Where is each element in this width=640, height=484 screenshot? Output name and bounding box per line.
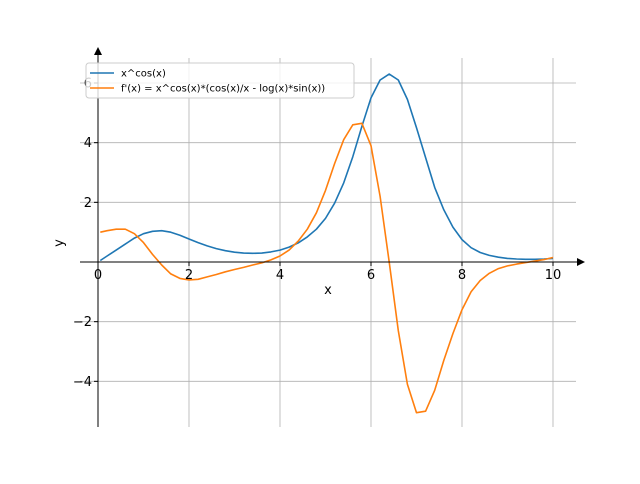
x-tick-label: 6 [367, 268, 375, 283]
x-tick-label: 2 [185, 268, 193, 283]
grid-layer [80, 58, 576, 427]
x-tick-label: 10 [545, 268, 562, 283]
x-axis-arrow-icon [577, 258, 585, 266]
legend-label-2: f'(x) = x^cos(x)*(cos(x)/x - log(x)*sin(… [121, 84, 325, 95]
y-tick-label: −4 [73, 375, 92, 390]
legend-label-1: x^cos(x) [121, 69, 166, 80]
y-tick-label: 2 [84, 196, 92, 211]
series-line-2 [100, 122, 554, 414]
axes-layer [80, 47, 585, 427]
y-axis-arrow-icon [94, 47, 102, 55]
legend-box [85, 62, 355, 99]
series-line-1 [99, 73, 554, 262]
legend: x^cos(x) f'(x) = x^cos(x)*(cos(x)/x - log… [85, 62, 355, 99]
y-axis-label: y [52, 239, 67, 247]
y-tick-label: −2 [73, 315, 92, 330]
x-tick-label: 8 [458, 268, 466, 283]
x-tick-label: 0 [94, 268, 102, 283]
x-tick-label: 4 [276, 268, 284, 283]
x-axis-label: x [324, 283, 332, 298]
y-tick-label: 4 [84, 136, 92, 151]
series-layer [99, 73, 554, 414]
